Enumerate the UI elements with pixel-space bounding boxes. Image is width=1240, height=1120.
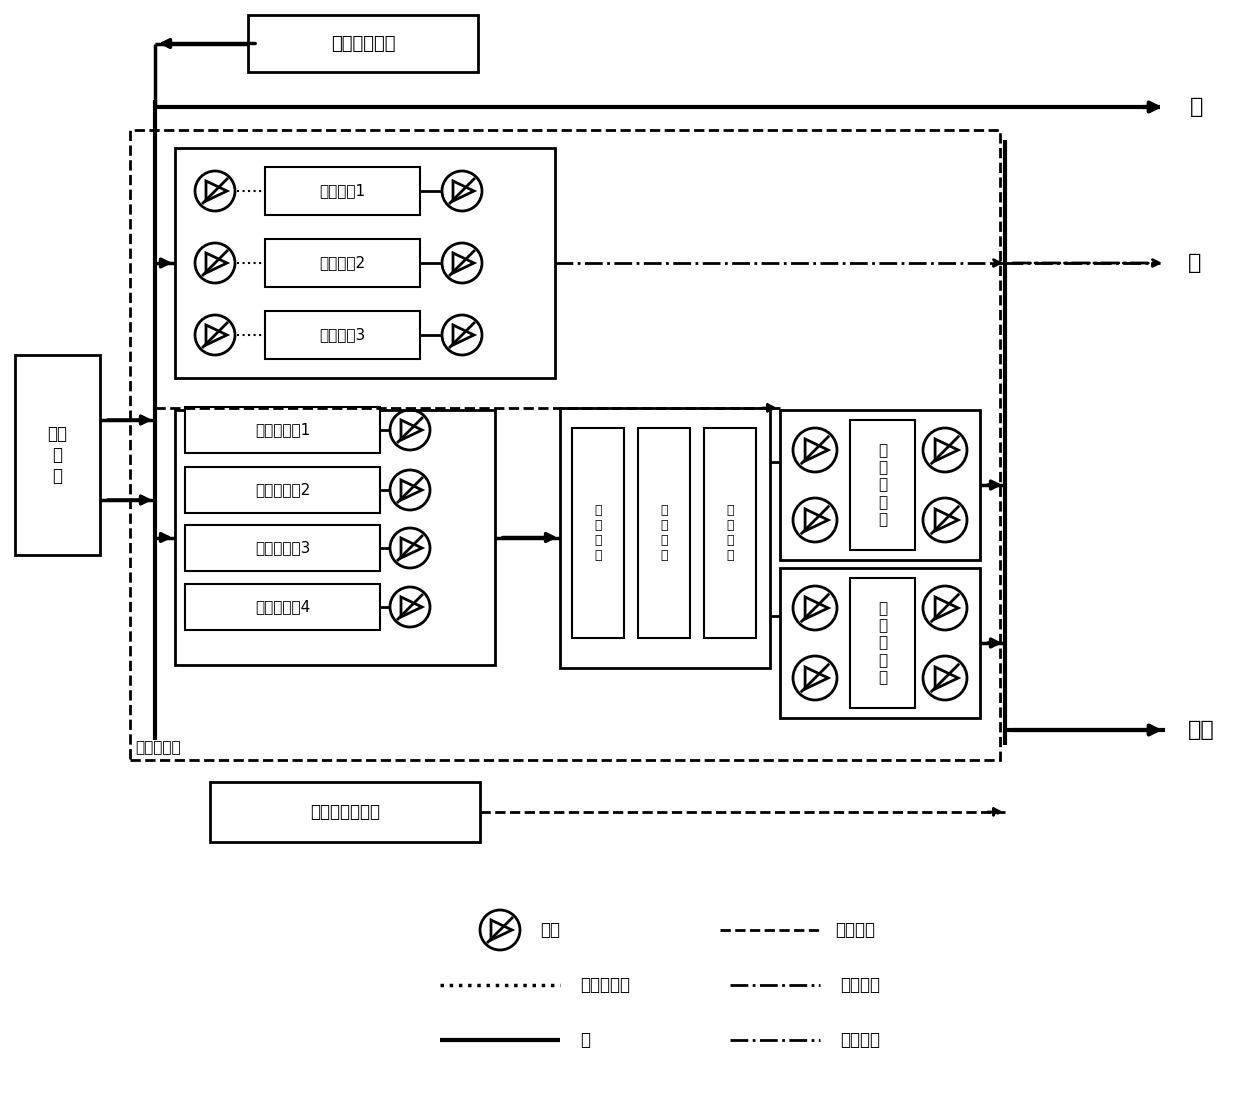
Bar xyxy=(265,239,420,287)
Bar xyxy=(780,568,980,718)
Text: 承压电锅炉2: 承压电锅炉2 xyxy=(255,483,310,497)
Text: 外部
电
网: 外部 电 网 xyxy=(47,426,67,485)
Bar xyxy=(265,311,420,360)
Text: 光伏发电系统: 光伏发电系统 xyxy=(331,35,396,53)
Bar xyxy=(175,410,495,665)
Bar xyxy=(15,355,100,556)
Bar xyxy=(639,428,689,638)
Text: 板
式
换
热
器: 板 式 换 热 器 xyxy=(878,442,887,528)
Bar xyxy=(185,407,379,452)
Text: 高温热水: 高温热水 xyxy=(835,921,875,939)
Text: 电: 电 xyxy=(580,1032,590,1049)
Text: 蓄
热
水
箱: 蓄 热 水 箱 xyxy=(660,504,668,562)
Text: 地源热泵3: 地源热泵3 xyxy=(320,327,366,343)
Text: 空调热水: 空调热水 xyxy=(839,1032,880,1049)
Text: 水泵: 水泵 xyxy=(539,921,560,939)
Text: 太阳能热水系统: 太阳能热水系统 xyxy=(310,803,379,821)
Bar xyxy=(704,428,756,638)
Bar xyxy=(185,467,379,513)
Text: 热水: 热水 xyxy=(1188,720,1215,740)
Bar xyxy=(560,408,770,668)
Bar xyxy=(130,130,999,760)
Text: 地源热泵1: 地源热泵1 xyxy=(320,184,366,198)
Bar xyxy=(780,410,980,560)
Text: 地源热泵2: 地源热泵2 xyxy=(320,255,366,271)
Bar xyxy=(849,578,915,708)
Text: 蓄
热
水
箱: 蓄 热 水 箱 xyxy=(727,504,734,562)
Text: 承压电锅炉4: 承压电锅炉4 xyxy=(255,599,310,615)
Text: 蓄
热
水
箱: 蓄 热 水 箱 xyxy=(594,504,601,562)
Bar xyxy=(572,428,624,638)
Text: 生活热水: 生活热水 xyxy=(839,976,880,995)
Text: 板
式
换
热
器: 板 式 换 热 器 xyxy=(878,600,887,685)
Bar xyxy=(185,584,379,629)
Bar xyxy=(265,167,420,215)
Text: 电: 电 xyxy=(1190,97,1203,116)
Text: 热: 热 xyxy=(1188,253,1202,273)
Text: 集中能源站: 集中能源站 xyxy=(135,740,181,755)
Text: 承压电锅炉1: 承压电锅炉1 xyxy=(255,422,310,438)
Text: 承压电锅炉3: 承压电锅炉3 xyxy=(254,541,310,556)
Text: 地源侧热水: 地源侧热水 xyxy=(580,976,630,995)
Bar xyxy=(849,420,915,550)
Bar xyxy=(210,782,480,842)
Bar xyxy=(185,525,379,571)
Bar xyxy=(175,148,556,379)
Bar xyxy=(248,15,477,72)
